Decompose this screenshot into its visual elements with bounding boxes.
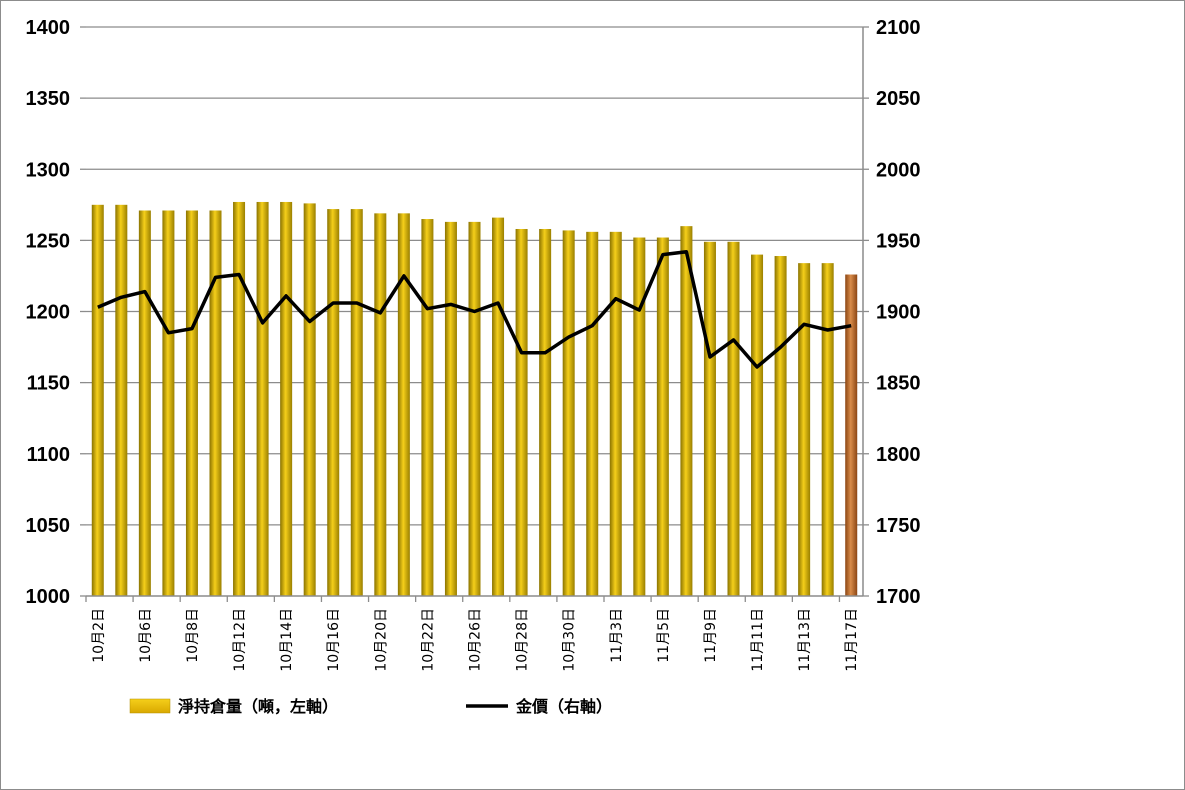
- y-left-tick-label: 1100: [27, 444, 70, 466]
- legend-bar-swatch: [129, 698, 171, 714]
- legend: 淨持倉量（噸，左軸） 金價（右軸）: [129, 697, 612, 716]
- y-axis-right-labels: 1700 1750 1800 1850 1900 1950 2000 2050 2100: [876, 17, 921, 608]
- y-right-tick-label: 2100: [876, 17, 921, 39]
- bar: [727, 241, 740, 597]
- bars-series: [91, 201, 858, 597]
- y-right-tick-label: 1700: [876, 586, 921, 608]
- x-tick-label: 11月3日: [609, 608, 625, 663]
- y-left-tick-label: 1200: [26, 302, 71, 324]
- bar: [703, 241, 716, 597]
- y-right-tick-label: 1800: [876, 444, 921, 466]
- x-tick-label: 11月5日: [656, 608, 672, 663]
- x-tick-label: 10月8日: [185, 608, 201, 663]
- bar: [303, 203, 316, 596]
- y-left-tick-label: 1250: [26, 230, 71, 252]
- bar: [680, 226, 693, 596]
- bar: [468, 221, 481, 596]
- bar: [751, 254, 764, 596]
- bar: [327, 209, 340, 596]
- x-tick-label: 10月20日: [373, 608, 389, 672]
- bar: [185, 210, 198, 596]
- bar: [633, 237, 646, 596]
- y-right-tick-label: 1850: [876, 373, 921, 395]
- y-left-tick-label: 1050: [26, 515, 71, 537]
- y-right-tick-label: 1900: [876, 302, 921, 324]
- bar: [798, 263, 811, 596]
- x-tick-label: 10月2日: [91, 608, 107, 663]
- legend-bar-label: 淨持倉量（噸，左軸）: [178, 697, 338, 716]
- x-tick-label: 11月17日: [844, 608, 860, 672]
- price-line: [97, 250, 852, 369]
- bar: [350, 209, 363, 596]
- bar: [539, 228, 552, 596]
- x-tick-label: 11月9日: [703, 608, 719, 663]
- x-tick-label: 11月13日: [797, 608, 813, 672]
- bar-highlighted: [845, 274, 858, 596]
- y-axis-left-labels: 1000 1050 1100 1150 1200 1250 1300 1350 1400: [26, 17, 71, 608]
- bar: [562, 230, 575, 597]
- bar: [421, 219, 434, 596]
- bar: [656, 237, 669, 596]
- bar: [256, 201, 269, 596]
- x-tick-label: 10月12日: [232, 608, 248, 672]
- line-series: [97, 250, 852, 369]
- y-left-tick-label: 1000: [26, 586, 71, 608]
- x-tick-label: 10月26日: [468, 608, 484, 672]
- bar: [492, 217, 505, 597]
- y-right-tick-label: 1750: [876, 515, 921, 537]
- bar: [91, 204, 104, 596]
- x-tick-label: 10月30日: [562, 608, 578, 672]
- y-right-tick-label: 2050: [876, 88, 921, 110]
- legend-line-label: 金價（右軸）: [515, 697, 612, 716]
- bar: [233, 201, 246, 596]
- bar: [138, 210, 151, 596]
- bar: [821, 263, 834, 596]
- bar: [162, 210, 175, 596]
- y-left-tick-label: 1150: [27, 373, 70, 395]
- x-tick-label: 10月6日: [138, 608, 154, 663]
- bar: [444, 221, 457, 596]
- y-right-tick-label: 1950: [876, 230, 921, 252]
- bar: [209, 210, 222, 596]
- y-right-tick-label: 2000: [876, 159, 921, 181]
- bar: [374, 213, 387, 596]
- bar: [515, 228, 528, 596]
- bar: [774, 256, 787, 596]
- x-tick-label: 10月22日: [420, 608, 436, 672]
- y-left-tick-label: 1300: [26, 159, 71, 181]
- x-axis-labels: 10月2日 10月6日 10月8日 10月12日 10月14日 10月16日 10月20日 1…: [91, 608, 860, 672]
- bar: [397, 213, 410, 596]
- y-left-tick-label: 1400: [26, 17, 71, 39]
- bar: [586, 231, 599, 596]
- bar: [280, 201, 293, 596]
- x-tick-label: 10月16日: [326, 608, 342, 672]
- axes: [80, 26, 869, 602]
- bar: [115, 204, 128, 596]
- y-left-tick-label: 1350: [26, 88, 71, 110]
- x-tick-label: 10月28日: [515, 608, 531, 672]
- x-tick-label: 10月14日: [279, 608, 295, 672]
- bar: [609, 231, 622, 596]
- x-tick-label: 11月11日: [750, 608, 766, 672]
